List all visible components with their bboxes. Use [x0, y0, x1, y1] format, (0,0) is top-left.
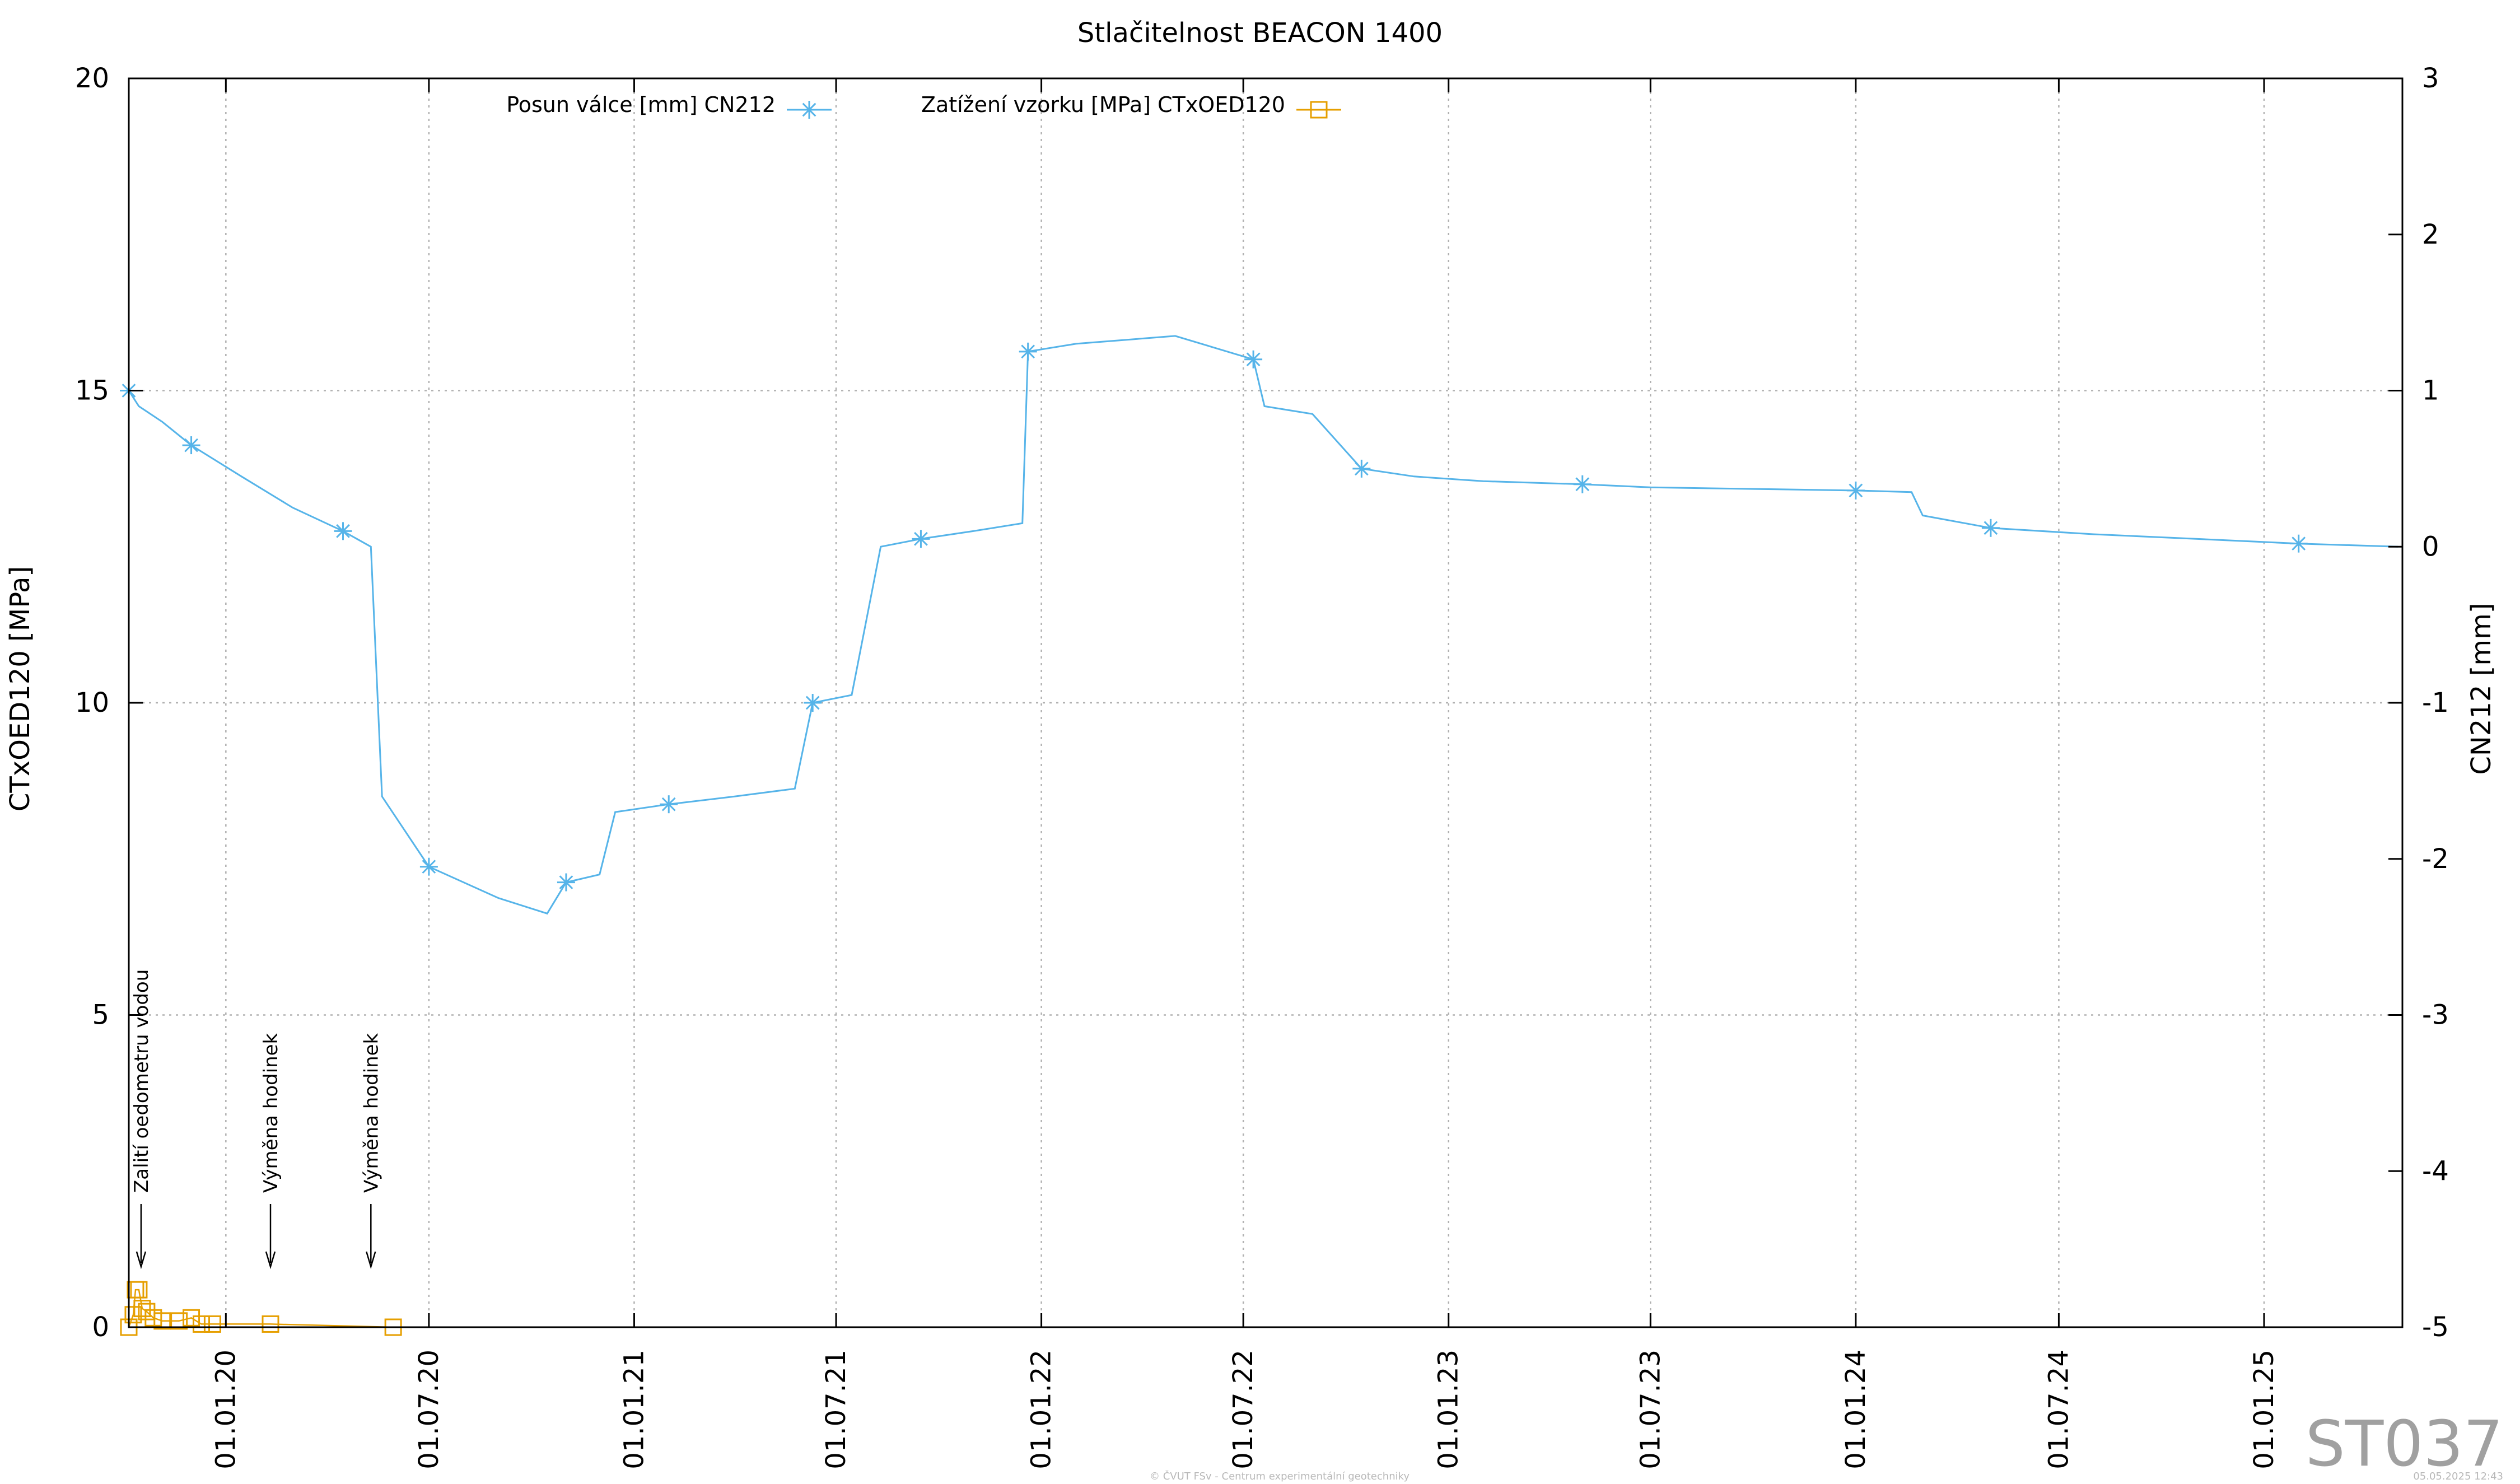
marker-ctxoed120	[192, 1315, 210, 1333]
marker-cn212-bar	[1984, 521, 1998, 535]
marker-ctxoed120	[183, 1309, 200, 1327]
marker-cn212-bar	[2292, 536, 2306, 551]
legend-marker-ctxoed120	[1310, 101, 1328, 119]
footer-timestamp: 05.05.2025 12:43	[2413, 1471, 2503, 1482]
annotation-text: Výměna hodinek	[260, 1033, 282, 1193]
x-tick-label: 01.07.20	[413, 1350, 445, 1469]
footer-copyright: © ČVUT FSv - Centrum experimentální geot…	[1150, 1470, 1410, 1482]
marker-cn212	[804, 694, 822, 712]
y-tick-label: 20	[75, 63, 109, 94]
y2-tick-label: 1	[2422, 375, 2439, 407]
y2-tick-label: 0	[2422, 531, 2439, 562]
marker-cn212-bar	[184, 438, 198, 452]
annotation: Výměna hodinek	[360, 1033, 382, 1270]
y2-tick-label: 3	[2422, 63, 2439, 94]
annotation: Zalití oedometru vodou	[130, 969, 153, 1270]
annotations: Zalití oedometru vodou Výměna hodinek Výmě…	[130, 969, 382, 1270]
marker-ctxoed120	[138, 1303, 156, 1320]
marker-ctxoed120	[130, 1281, 148, 1299]
x-tick-label: 01.01.22	[1026, 1350, 1057, 1469]
marker-cn212	[2289, 534, 2308, 553]
x-tick-label: 01.01.23	[1433, 1350, 1464, 1469]
legend-asterisk-bar	[802, 102, 816, 117]
marker-cn212-bar	[1354, 461, 1369, 476]
marker-cn212	[557, 873, 575, 892]
x-tick-label: 01.01.20	[210, 1350, 241, 1469]
annotation: Výměna hodinek	[260, 1033, 282, 1270]
annotation-arrow-head	[136, 1251, 147, 1270]
marker-cn212	[1019, 342, 1037, 361]
legend-label-ctxoed120: Zatížení vzorku [MPa] CTxOED120	[921, 92, 1285, 117]
marker-cn212	[912, 530, 930, 548]
series-line-cn212	[128, 335, 2398, 915]
marker-cn212-bar	[914, 531, 928, 546]
marker-layer	[120, 342, 2308, 1336]
marker-cn212-bar	[559, 875, 573, 889]
marker-cn212-bar	[422, 860, 436, 874]
y2-tick-label: -3	[2422, 1000, 2449, 1031]
x-tick-label: 01.01.24	[1840, 1350, 1872, 1469]
series-layer	[128, 335, 2398, 1328]
grid	[129, 78, 2402, 1327]
y-tick-label: 0	[92, 1312, 109, 1343]
x-tick-label: 01.07.24	[2043, 1350, 2074, 1469]
marker-ctxoed120	[262, 1315, 279, 1333]
x-tick-label: 01.07.21	[820, 1350, 852, 1469]
marker-cn212-bar	[661, 797, 676, 811]
marker-cn212-bar	[1021, 344, 1035, 359]
marker-cn212-bar	[336, 524, 350, 538]
legend-label-cn212: Posun válce [mm] CN212	[506, 92, 776, 117]
legend-marker-cn212	[800, 101, 818, 119]
marker-ctxoed120	[133, 1300, 151, 1318]
x-tick-label: 01.07.23	[1635, 1350, 1666, 1469]
marker-cn212	[419, 857, 438, 876]
marker-cn212	[182, 436, 200, 455]
x-tick-label: 01.07.22	[1228, 1350, 1259, 1469]
marker-ctxoed120	[153, 1312, 171, 1330]
marker-cn212	[334, 522, 352, 540]
y-axis-label: CTxOED120 [MPa]	[4, 566, 36, 811]
chart-title: Stlačitelnost BEACON 1400	[1077, 17, 1443, 49]
marker-ctxoed120	[144, 1309, 162, 1327]
marker-cn212-bar	[805, 696, 820, 710]
axes: 0 5 10 15 20 -5 -4 -3 -2 -1 0 1 2 3 01.01.20 01.07.20 01…	[75, 63, 2449, 1469]
marker-cn212-bar	[1849, 483, 1863, 498]
marker-ctxoed120	[203, 1315, 221, 1333]
y-tick-label: 5	[92, 1000, 109, 1031]
y-tick-label: 15	[75, 375, 109, 407]
marker-ctxoed120	[124, 1306, 142, 1324]
legend: Posun válce [mm] CN212 Zatížení vzorku […	[506, 92, 1341, 119]
annotation-arrow-head	[265, 1251, 276, 1270]
marker-cn212	[660, 795, 678, 814]
station-stamp: ST037	[2306, 1408, 2503, 1481]
marker-ctxoed120	[170, 1312, 188, 1330]
annotation-text: Výměna hodinek	[360, 1033, 382, 1193]
y2-tick-label: -5	[2422, 1312, 2449, 1343]
legend-asterisk	[800, 101, 818, 119]
annotation-arrow-head	[366, 1251, 376, 1270]
marker-cn212	[1352, 459, 1371, 478]
marker-cn212-bar	[1246, 352, 1261, 367]
y2-axis-label: CN212 [mm]	[2466, 603, 2497, 774]
y-tick-label: 10	[75, 687, 109, 718]
marker-cn212	[1244, 350, 1263, 368]
y2-tick-label: 2	[2422, 219, 2439, 250]
x-tick-label: 01.01.21	[618, 1350, 650, 1469]
y2-tick-label: -4	[2422, 1155, 2449, 1187]
marker-cn212	[1981, 519, 2000, 537]
series-line-ctxoed120	[128, 1289, 394, 1328]
marker-cn212-bar	[1575, 477, 1590, 492]
marker-cn212	[1573, 475, 1592, 493]
marker-cn212	[1846, 481, 1865, 500]
y2-tick-label: -1	[2422, 687, 2449, 718]
annotation-text: Zalití oedometru vodou	[130, 969, 153, 1193]
y2-tick-label: -2	[2422, 843, 2449, 875]
x-tick-label: 01.01.25	[2248, 1350, 2280, 1469]
